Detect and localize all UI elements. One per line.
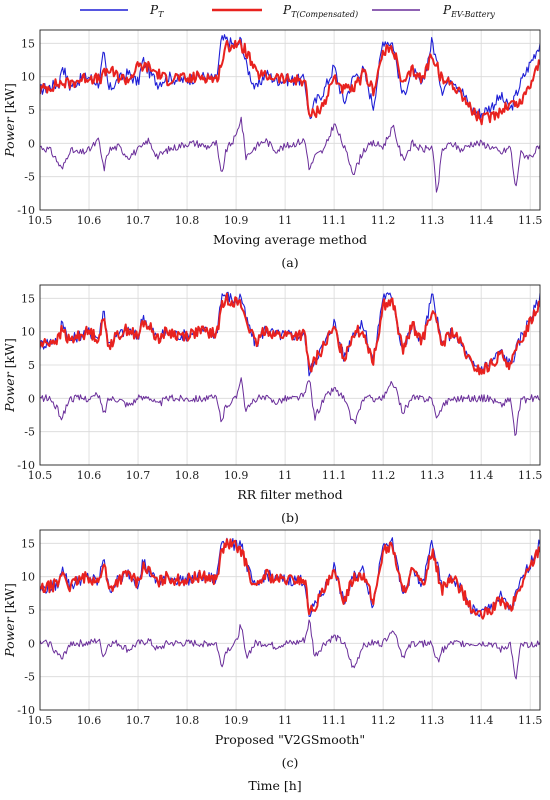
legend-label-pt: PT <box>149 3 164 19</box>
x-tick-label: 11.1 <box>322 714 347 727</box>
y-tick-label: 0 <box>28 137 35 150</box>
panels: 10.5 10.6 10.7 10.8 10.9 11 11.1 11.2 11.3 11.4 11… <box>2 29 543 770</box>
series-group <box>40 291 540 436</box>
panel-a: 10.5 10.6 10.7 10.8 10.9 11 11.1 11.2 11.3 11.4 11… <box>2 29 543 270</box>
x-tick-label: 11 <box>278 714 292 727</box>
legend: PT PT(Compensated) PEV-Battery <box>80 3 495 19</box>
x-tick-label: 10.5 <box>28 214 53 227</box>
x-tick-label: 10.9 <box>224 714 249 727</box>
y-tick-label: 5 <box>28 104 35 117</box>
x-tick-label: 11.3 <box>420 714 445 727</box>
series-line-ev-battery <box>40 619 540 680</box>
y-tick-label: 5 <box>28 359 35 372</box>
panel-caption: (a) <box>281 255 298 270</box>
series-group <box>40 537 540 680</box>
series-group <box>40 34 540 193</box>
x-axis-label: Proposed "V2GSmooth" <box>215 732 365 747</box>
x-tick-label: 10.5 <box>28 714 53 727</box>
plot-frame <box>39 529 541 711</box>
time-axis-label: Time [h] <box>248 778 301 793</box>
x-axis-label: RR filter method <box>237 487 342 502</box>
y-tick-label: 15 <box>21 292 35 305</box>
series-line-compensated <box>40 292 540 376</box>
x-tick-label: 11.5 <box>518 714 543 727</box>
y-tick-label: -5 <box>24 426 35 439</box>
y-tick-label: -5 <box>24 671 35 684</box>
y-tick-label: 0 <box>28 392 35 405</box>
y-tick-label: -10 <box>17 459 35 472</box>
x-tick-label: 10.8 <box>175 214 200 227</box>
plot-frame <box>39 29 541 211</box>
x-tick-label: 11.5 <box>518 214 543 227</box>
y-tick-label: -10 <box>17 704 35 717</box>
x-tick-label: 11.4 <box>469 714 494 727</box>
y-axis-label: Power [kW] <box>2 338 17 413</box>
x-tick-label: 11.3 <box>420 214 445 227</box>
panel-caption: (b) <box>281 510 299 525</box>
y-tick-label: 15 <box>21 37 35 50</box>
plot-frame <box>39 284 541 466</box>
x-tick-label: 10.9 <box>224 469 249 482</box>
x-tick-label: 11.5 <box>518 469 543 482</box>
x-tick-label: 10.7 <box>126 714 151 727</box>
panel-caption: (c) <box>282 755 299 770</box>
x-tick-label: 10.7 <box>126 469 151 482</box>
legend-label-compensated: PT(Compensated) <box>282 3 358 19</box>
x-tick-label: 11.2 <box>371 214 396 227</box>
y-tick-label: 0 <box>28 637 35 650</box>
x-axis-label: Moving average method <box>213 232 367 247</box>
x-tick-label: 10.8 <box>175 469 200 482</box>
y-tick-label: 10 <box>21 71 35 84</box>
y-tick-label: 15 <box>21 537 35 550</box>
y-tick-label: 5 <box>28 604 35 617</box>
x-tick-label: 11.1 <box>322 214 347 227</box>
x-tick-label: 10.6 <box>77 469 102 482</box>
x-tick-label: 11.2 <box>371 714 396 727</box>
panel-b: 10.5 10.6 10.7 10.8 10.9 11 11.1 11.2 11.3 11.4 11… <box>2 284 543 525</box>
x-tick-label: 11 <box>278 214 292 227</box>
y-axis-label: Power [kW] <box>2 83 17 158</box>
series-line-compensated <box>40 39 540 126</box>
x-tick-label: 11.4 <box>469 214 494 227</box>
x-tick-label: 11 <box>278 469 292 482</box>
y-tick-label: 10 <box>21 326 35 339</box>
legend-label-ev-battery: PEV-Battery <box>442 3 495 19</box>
series-line-ev-battery <box>40 377 540 436</box>
x-tick-label: 10.8 <box>175 714 200 727</box>
y-tick-label: -10 <box>17 204 35 217</box>
panel-c: 10.5 10.6 10.7 10.8 10.9 11 11.1 11.2 11.3 11.4 11… <box>2 529 543 770</box>
series-line-ev-battery <box>40 116 540 193</box>
x-tick-label: 11.1 <box>322 469 347 482</box>
y-tick-label: 10 <box>21 571 35 584</box>
x-tick-label: 11.4 <box>469 469 494 482</box>
x-tick-label: 10.7 <box>126 214 151 227</box>
y-axis-label: Power [kW] <box>2 583 17 658</box>
series-line-pt <box>40 537 540 618</box>
x-tick-label: 10.6 <box>77 714 102 727</box>
x-tick-label: 10.9 <box>224 214 249 227</box>
x-tick-label: 11.2 <box>371 469 396 482</box>
series-line-compensated <box>40 538 540 620</box>
x-tick-label: 10.5 <box>28 469 53 482</box>
x-tick-label: 10.6 <box>77 214 102 227</box>
y-tick-label: -5 <box>24 171 35 184</box>
x-tick-label: 11.3 <box>420 469 445 482</box>
